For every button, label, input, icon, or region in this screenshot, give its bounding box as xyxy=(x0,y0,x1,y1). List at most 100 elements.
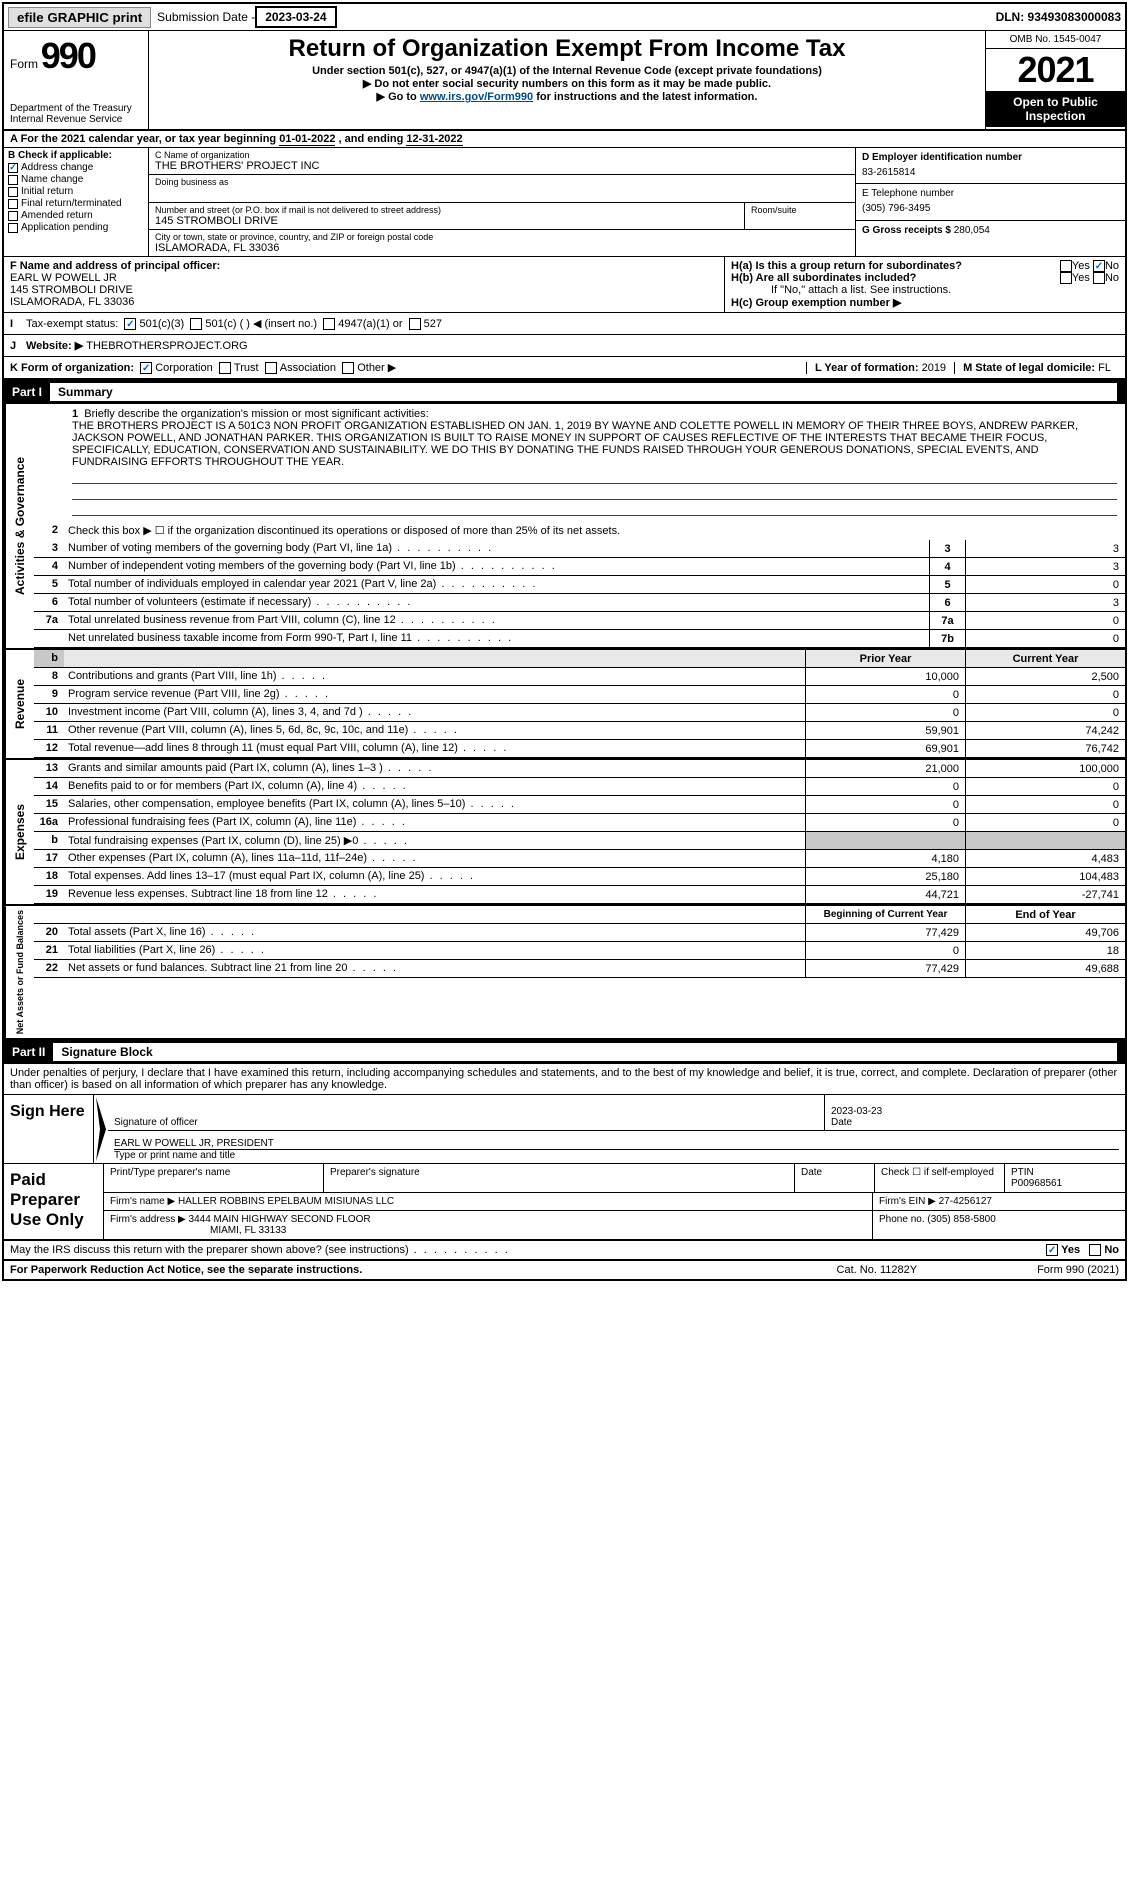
current-year-header: Current Year xyxy=(965,650,1125,667)
b-opt-5: Application pending xyxy=(21,222,108,233)
summary-row: 19 Revenue less expenses. Subtract line … xyxy=(34,886,1125,904)
sub3-pre: ▶ Go to xyxy=(377,91,420,103)
check-address-change[interactable] xyxy=(8,163,18,173)
end-year-header: End of Year xyxy=(965,906,1125,923)
gross-receipts-value: 280,054 xyxy=(954,225,990,236)
firm-name-label: Firm's name ▶ xyxy=(110,1196,175,1207)
k-assoc-check[interactable] xyxy=(265,362,277,374)
i-501c3-check[interactable] xyxy=(124,318,136,330)
check-amended-return[interactable] xyxy=(8,211,18,221)
irs-form990-link[interactable]: www.irs.gov/Form990 xyxy=(420,91,533,103)
c-name-label: C Name of organization xyxy=(155,150,849,160)
b-opt-1: Name change xyxy=(21,174,83,185)
hc-label: H(c) Group exemption number ▶ xyxy=(731,297,901,309)
discuss-no: No xyxy=(1104,1244,1119,1256)
addr-label: Number and street (or P.O. box if mail i… xyxy=(155,205,738,215)
a-label: A For the 2021 calendar year, or tax yea… xyxy=(10,133,279,145)
tax-year-range-row: A For the 2021 calendar year, or tax yea… xyxy=(4,131,1125,148)
summary-row: 8 Contributions and grants (Part VIII, l… xyxy=(34,668,1125,686)
ha-yes: Yes xyxy=(1072,260,1090,272)
summary-row: 22 Net assets or fund balances. Subtract… xyxy=(34,960,1125,978)
k-trust-check[interactable] xyxy=(219,362,231,374)
tax-year: 2021 xyxy=(986,49,1125,91)
footer-cat: Cat. No. 11282Y xyxy=(837,1264,918,1276)
i-4947-check[interactable] xyxy=(323,318,335,330)
vtab-net-assets: Net Assets or Fund Balances xyxy=(4,906,34,1038)
i-501c-check[interactable] xyxy=(190,318,202,330)
i-opt-1: 501(c) ( ) ◀ (insert no.) xyxy=(205,317,317,330)
officer-signed-name: EARL W POWELL JR, PRESIDENT xyxy=(114,1138,1119,1150)
firm-addr-label: Firm's address ▶ xyxy=(110,1214,186,1225)
b-title: B Check if applicable: xyxy=(8,150,144,161)
prior-year-header: Prior Year xyxy=(805,650,965,667)
i-opt-0: 501(c)(3) xyxy=(140,318,185,330)
hb-yes: Yes xyxy=(1072,272,1090,284)
website-value: THEBROTHERSPROJECT.ORG xyxy=(86,340,247,352)
hb-no-check[interactable] xyxy=(1093,272,1105,284)
form-number: 990 xyxy=(41,35,95,76)
firm-name-value: HALLER ROBBINS EPELBAUM MISIUNAS LLC xyxy=(178,1196,394,1207)
section-c-org-info: C Name of organization THE BROTHERS' PRO… xyxy=(149,148,855,256)
g-gross-label: G Gross receipts $ xyxy=(862,225,951,236)
check-initial-return[interactable] xyxy=(8,187,18,197)
preparer-sig-label: Preparer's signature xyxy=(324,1164,795,1192)
b-opt-0: Address change xyxy=(21,162,93,173)
firm-addr1: 3444 MAIN HIGHWAY SECOND FLOOR xyxy=(189,1214,371,1225)
expenses-group: Expenses 13 Grants and similar amounts p… xyxy=(4,760,1125,906)
summary-row: 9 Program service revenue (Part VIII, li… xyxy=(34,686,1125,704)
vtab-governance: Activities & Governance xyxy=(4,404,34,648)
ha-yes-check[interactable] xyxy=(1060,260,1072,272)
summary-row: Net unrelated business taxable income fr… xyxy=(34,630,1125,648)
form-header: Form 990 Department of the Treasury Inte… xyxy=(4,31,1125,131)
a-mid: , and ending xyxy=(339,133,407,145)
mission-label: Briefly describe the organization's miss… xyxy=(84,408,428,420)
hb-yes-check[interactable] xyxy=(1060,272,1072,284)
preparer-name-label: Print/Type preparer's name xyxy=(104,1164,324,1192)
k-other-check[interactable] xyxy=(342,362,354,374)
preparer-date-label: Date xyxy=(795,1164,875,1192)
footer-paperwork: For Paperwork Reduction Act Notice, see … xyxy=(10,1264,362,1276)
ha-no-check[interactable] xyxy=(1093,260,1105,272)
year-formation: 2019 xyxy=(922,362,946,374)
summary-row: 14 Benefits paid to or for members (Part… xyxy=(34,778,1125,796)
discuss-row: May the IRS discuss this return with the… xyxy=(4,1241,1125,1261)
summary-row: b Total fundraising expenses (Part IX, c… xyxy=(34,832,1125,850)
penalty-declaration: Under penalties of perjury, I declare th… xyxy=(4,1064,1125,1095)
h-note: If "No," attach a list. See instructions… xyxy=(731,284,1119,296)
sign-arrow-icon xyxy=(96,1097,106,1161)
hb-label: H(b) Are all subordinates included? xyxy=(731,272,916,284)
submission-date-value: 2023-03-24 xyxy=(255,6,336,28)
check-name-change[interactable] xyxy=(8,175,18,185)
part-2-title: Signature Block xyxy=(53,1043,1117,1061)
summary-row: 4 Number of independent voting members o… xyxy=(34,558,1125,576)
k-corp-check[interactable] xyxy=(140,362,152,374)
part-1-title: Summary xyxy=(50,383,1117,401)
summary-row: 17 Other expenses (Part IX, column (A), … xyxy=(34,850,1125,868)
part-1-header: Part I Summary xyxy=(4,380,1125,404)
sign-date-value: 2023-03-23 xyxy=(831,1106,1119,1117)
header-title-block: Return of Organization Exempt From Incom… xyxy=(149,31,985,129)
info-block: B Check if applicable: Address change Na… xyxy=(4,148,1125,257)
header-left: Form 990 Department of the Treasury Inte… xyxy=(4,31,149,129)
f-h-block: F Name and address of principal officer:… xyxy=(4,257,1125,313)
open-public-badge: Open to Public Inspection xyxy=(986,91,1125,127)
discuss-no-check[interactable] xyxy=(1089,1244,1101,1256)
form-container: efile GRAPHIC print Submission Date - 20… xyxy=(2,2,1127,1281)
efile-print-button[interactable]: efile GRAPHIC print xyxy=(8,7,151,28)
ptin-label: PTIN xyxy=(1011,1167,1119,1178)
city-label: City or town, state or province, country… xyxy=(155,232,849,242)
form-subtitle-1: Under section 501(c), 527, or 4947(a)(1)… xyxy=(159,65,975,77)
k-label: K Form of organization: xyxy=(10,362,134,374)
mission-underline xyxy=(72,502,1117,516)
summary-row: 21 Total liabilities (Part X, line 26) 0… xyxy=(34,942,1125,960)
firm-ein-value: 27-4256127 xyxy=(939,1196,992,1207)
check-application-pending[interactable] xyxy=(8,223,18,233)
ha-label: H(a) Is this a group return for subordin… xyxy=(731,260,962,272)
i-527-check[interactable] xyxy=(409,318,421,330)
footer-form: Form 990 (2021) xyxy=(1037,1264,1119,1276)
k-opt-1: Trust xyxy=(234,362,259,374)
discuss-yes-check[interactable] xyxy=(1046,1244,1058,1256)
k-opt-3: Other ▶ xyxy=(357,361,396,374)
check-final-return[interactable] xyxy=(8,199,18,209)
officer-addr1: 145 STROMBOLI DRIVE xyxy=(10,284,718,296)
